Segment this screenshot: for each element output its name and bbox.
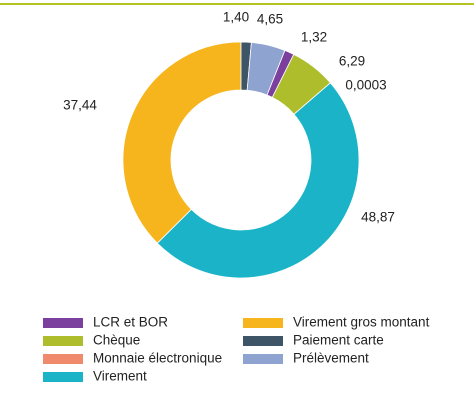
donut-slice bbox=[156, 82, 360, 279]
legend-label: Prélèvement bbox=[293, 351, 369, 366]
legend-swatch bbox=[43, 354, 83, 364]
data-label: 0,0003 bbox=[345, 78, 386, 93]
data-label: 48,87 bbox=[361, 210, 395, 225]
data-label: 4,65 bbox=[257, 12, 283, 27]
legend-label: Chèque bbox=[93, 333, 140, 348]
legend-swatch bbox=[243, 336, 283, 346]
legend-swatch bbox=[43, 372, 83, 382]
legend-swatch bbox=[43, 318, 83, 328]
legend-label: LCR et BOR bbox=[93, 315, 168, 330]
data-label: 37,44 bbox=[63, 98, 97, 113]
donut-slice bbox=[122, 41, 242, 244]
legend-swatch bbox=[43, 336, 83, 346]
legend-label: Virement gros montant bbox=[293, 315, 430, 330]
donut-slice bbox=[246, 42, 286, 96]
legend-label: Virement bbox=[93, 369, 147, 384]
data-label: 1,40 bbox=[223, 10, 249, 25]
data-label: 1,32 bbox=[301, 30, 327, 45]
data-label: 6,29 bbox=[339, 54, 365, 69]
legend-swatch bbox=[243, 318, 283, 328]
legend-swatch bbox=[243, 354, 283, 364]
legend-label: Monnaie électronique bbox=[93, 351, 222, 366]
legend-label: Paiement carte bbox=[293, 333, 384, 348]
